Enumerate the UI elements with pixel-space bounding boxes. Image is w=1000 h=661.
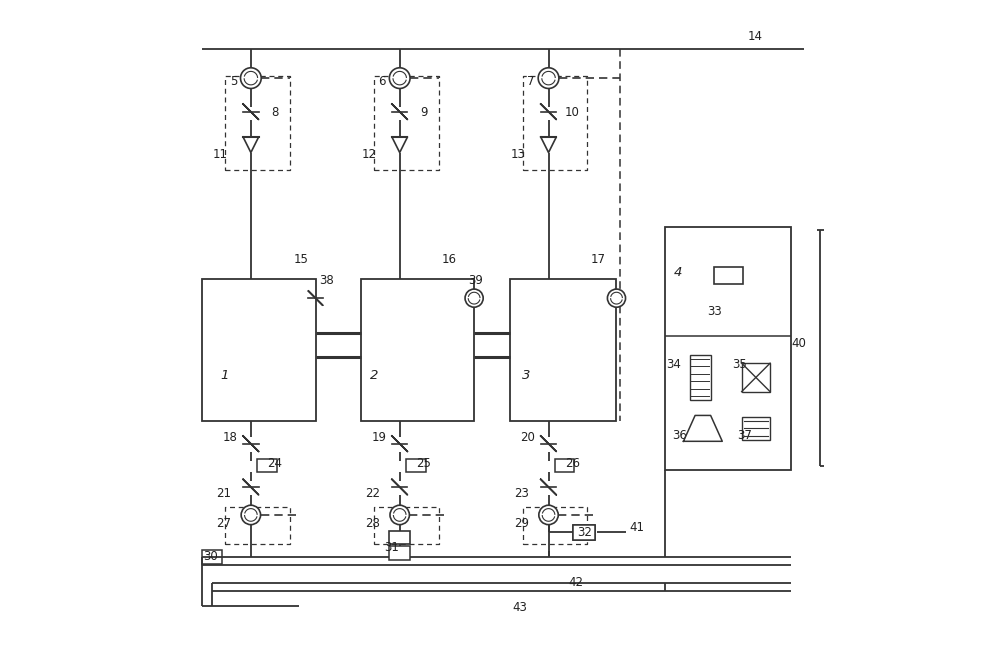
Bar — [389, 546, 410, 561]
Text: 3: 3 — [522, 369, 530, 382]
Text: 18: 18 — [223, 431, 238, 444]
Bar — [690, 355, 711, 400]
Text: 16: 16 — [442, 253, 457, 266]
Text: 7: 7 — [527, 75, 535, 88]
Bar — [406, 459, 426, 471]
Text: 32: 32 — [577, 526, 592, 539]
Text: 30: 30 — [203, 551, 218, 563]
Circle shape — [389, 68, 410, 89]
Bar — [202, 550, 222, 564]
Bar — [202, 279, 316, 421]
Text: 2: 2 — [370, 369, 378, 382]
Text: 1: 1 — [221, 369, 229, 382]
Text: 13: 13 — [511, 148, 526, 161]
Text: 22: 22 — [365, 487, 380, 500]
Bar — [389, 531, 410, 544]
Circle shape — [390, 505, 409, 525]
Bar — [573, 525, 595, 539]
Text: 21: 21 — [216, 487, 231, 500]
Bar — [361, 279, 474, 421]
Text: 9: 9 — [420, 106, 427, 119]
Text: 15: 15 — [293, 253, 308, 266]
Text: 20: 20 — [520, 431, 535, 444]
Circle shape — [538, 68, 559, 89]
Polygon shape — [820, 230, 833, 467]
Polygon shape — [683, 415, 722, 442]
Bar — [257, 459, 277, 471]
Circle shape — [539, 505, 558, 525]
Bar — [555, 459, 574, 471]
Text: 14: 14 — [748, 30, 763, 42]
Text: 42: 42 — [569, 576, 584, 590]
Bar — [714, 268, 743, 284]
Text: 31: 31 — [384, 541, 399, 554]
Text: 8: 8 — [271, 106, 278, 119]
Text: 35: 35 — [732, 358, 747, 371]
Text: 12: 12 — [362, 148, 377, 161]
Text: 43: 43 — [512, 601, 527, 614]
Text: 17: 17 — [591, 253, 606, 266]
Text: 26: 26 — [565, 457, 580, 470]
Text: 19: 19 — [371, 431, 386, 444]
Text: 28: 28 — [365, 517, 380, 530]
Circle shape — [607, 289, 626, 307]
Bar — [510, 279, 616, 421]
Text: 36: 36 — [672, 429, 687, 442]
Text: 23: 23 — [514, 487, 529, 500]
Text: 5: 5 — [230, 75, 237, 88]
Text: 33: 33 — [707, 305, 722, 317]
Text: 4: 4 — [674, 266, 682, 279]
Bar — [742, 363, 770, 392]
Text: 34: 34 — [666, 358, 681, 371]
Bar — [573, 525, 595, 539]
Text: 38: 38 — [319, 274, 334, 286]
Text: 29: 29 — [514, 517, 529, 530]
Bar — [742, 416, 770, 440]
Text: 10: 10 — [565, 106, 580, 119]
Text: 11: 11 — [213, 148, 228, 161]
Circle shape — [465, 289, 483, 307]
Text: 27: 27 — [216, 517, 231, 530]
Text: 39: 39 — [468, 274, 483, 286]
Circle shape — [241, 505, 261, 525]
Text: 24: 24 — [267, 457, 282, 470]
Text: 40: 40 — [792, 337, 806, 350]
Text: 37: 37 — [737, 429, 752, 442]
Text: 6: 6 — [378, 75, 386, 88]
Circle shape — [241, 68, 261, 89]
Bar — [665, 227, 791, 469]
Text: 41: 41 — [630, 522, 645, 534]
Text: 25: 25 — [416, 457, 431, 470]
